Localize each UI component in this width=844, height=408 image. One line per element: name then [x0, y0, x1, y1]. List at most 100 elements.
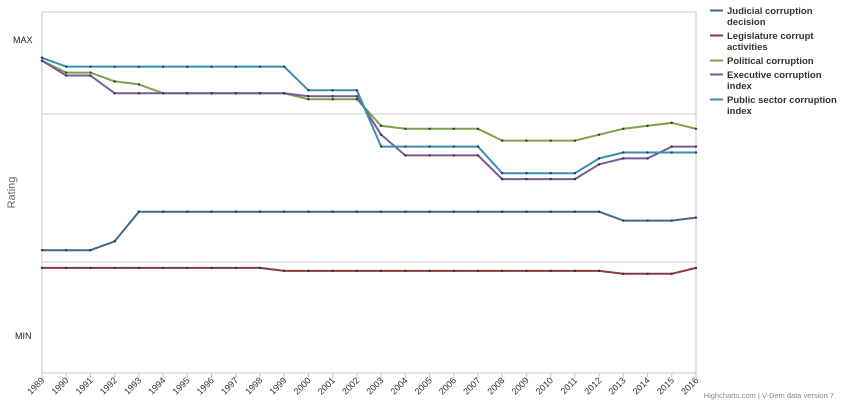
- data-point[interactable]: [89, 65, 92, 68]
- data-point[interactable]: [622, 219, 625, 222]
- data-point[interactable]: [379, 145, 383, 148]
- data-point[interactable]: [234, 266, 237, 270]
- data-point[interactable]: [307, 89, 310, 92]
- data-point[interactable]: [331, 95, 334, 98]
- data-point[interactable]: [549, 210, 552, 213]
- data-point[interactable]: [646, 157, 649, 160]
- data-point[interactable]: [597, 163, 601, 166]
- data-point[interactable]: [525, 139, 528, 142]
- data-point[interactable]: [283, 92, 286, 95]
- data-point[interactable]: [161, 210, 165, 213]
- data-point[interactable]: [452, 269, 455, 273]
- data-point[interactable]: [525, 210, 528, 213]
- data-point[interactable]: [210, 92, 213, 95]
- data-point[interactable]: [283, 65, 286, 68]
- data-point[interactable]: [573, 269, 577, 273]
- data-point[interactable]: [355, 269, 359, 273]
- data-point[interactable]: [501, 177, 504, 181]
- data-point[interactable]: [476, 210, 480, 213]
- data-point[interactable]: [65, 71, 68, 74]
- legend-item[interactable]: Legislature corrupt activities: [710, 31, 814, 53]
- data-point[interactable]: [65, 248, 68, 252]
- series-line[interactable]: [41, 56, 696, 175]
- data-point[interactable]: [525, 269, 528, 273]
- data-point[interactable]: [65, 74, 68, 77]
- data-point[interactable]: [355, 95, 359, 98]
- data-point[interactable]: [113, 266, 116, 270]
- data-point[interactable]: [670, 219, 673, 222]
- data-point[interactable]: [283, 210, 286, 213]
- data-point[interactable]: [186, 92, 189, 95]
- data-point[interactable]: [161, 65, 165, 68]
- data-point[interactable]: [452, 145, 455, 148]
- data-point[interactable]: [476, 269, 480, 273]
- data-point[interactable]: [137, 65, 141, 68]
- legend-item[interactable]: Political corruption: [710, 56, 814, 67]
- data-point[interactable]: [694, 266, 698, 270]
- data-point[interactable]: [210, 65, 213, 68]
- data-point[interactable]: [549, 269, 552, 273]
- data-point[interactable]: [161, 266, 165, 270]
- data-point[interactable]: [210, 266, 213, 270]
- data-point[interactable]: [161, 92, 165, 95]
- data-point[interactable]: [379, 124, 383, 128]
- data-point[interactable]: [694, 127, 698, 130]
- data-point[interactable]: [670, 145, 673, 148]
- data-point[interactable]: [597, 133, 601, 136]
- data-point[interactable]: [65, 65, 68, 68]
- data-point[interactable]: [622, 151, 625, 154]
- data-point[interactable]: [573, 210, 577, 213]
- data-point[interactable]: [573, 172, 577, 175]
- data-point[interactable]: [137, 92, 141, 95]
- data-point[interactable]: [501, 139, 504, 142]
- data-point[interactable]: [40, 56, 44, 59]
- series-line[interactable]: [42, 266, 697, 275]
- data-point[interactable]: [404, 154, 407, 157]
- data-point[interactable]: [670, 272, 673, 276]
- data-point[interactable]: [355, 89, 359, 92]
- data-point[interactable]: [307, 98, 310, 101]
- data-point[interactable]: [355, 210, 359, 213]
- data-point[interactable]: [258, 65, 262, 68]
- data-point[interactable]: [186, 210, 189, 213]
- data-point[interactable]: [379, 269, 383, 273]
- series-line[interactable]: [42, 210, 697, 252]
- data-point[interactable]: [694, 151, 698, 154]
- data-point[interactable]: [307, 210, 310, 213]
- data-point[interactable]: [549, 177, 552, 181]
- data-point[interactable]: [525, 177, 528, 181]
- data-point[interactable]: [694, 145, 698, 148]
- data-point[interactable]: [137, 266, 141, 270]
- data-point[interactable]: [234, 65, 237, 68]
- data-point[interactable]: [137, 210, 141, 213]
- data-point[interactable]: [113, 80, 116, 83]
- data-point[interactable]: [404, 210, 407, 213]
- data-point[interactable]: [234, 92, 237, 95]
- series-line[interactable]: [41, 59, 696, 181]
- data-point[interactable]: [307, 269, 310, 273]
- data-point[interactable]: [404, 269, 407, 273]
- data-point[interactable]: [283, 269, 286, 273]
- data-point[interactable]: [89, 248, 92, 252]
- data-point[interactable]: [404, 145, 407, 148]
- data-point[interactable]: [258, 266, 262, 270]
- data-point[interactable]: [597, 157, 601, 160]
- data-point[interactable]: [549, 172, 552, 175]
- data-point[interactable]: [501, 269, 504, 273]
- data-point[interactable]: [476, 127, 480, 130]
- data-point[interactable]: [646, 151, 649, 154]
- data-point[interactable]: [428, 127, 431, 130]
- data-point[interactable]: [428, 145, 431, 148]
- data-point[interactable]: [646, 124, 649, 128]
- data-point[interactable]: [670, 121, 673, 125]
- data-point[interactable]: [501, 172, 504, 175]
- data-point[interactable]: [622, 127, 625, 130]
- data-point[interactable]: [573, 177, 577, 181]
- data-point[interactable]: [331, 89, 334, 92]
- data-point[interactable]: [428, 210, 431, 213]
- data-point[interactable]: [331, 269, 334, 273]
- data-point[interactable]: [597, 269, 601, 273]
- data-point[interactable]: [89, 71, 92, 74]
- series-line[interactable]: [41, 59, 697, 142]
- data-point[interactable]: [307, 95, 310, 98]
